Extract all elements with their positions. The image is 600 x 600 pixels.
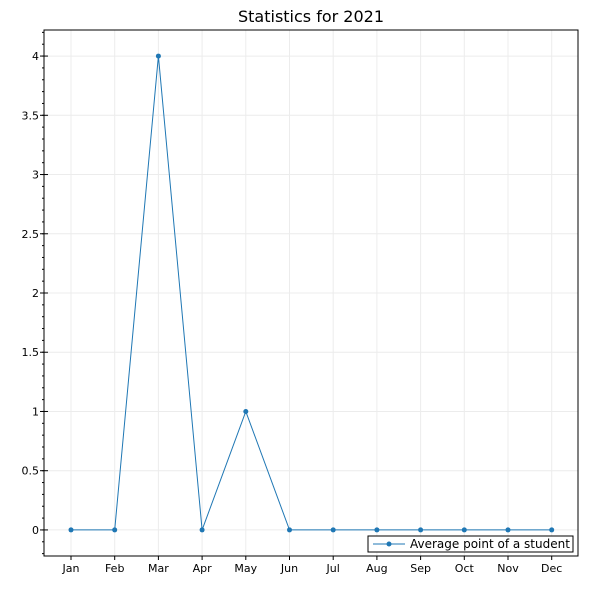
data-point <box>374 527 380 533</box>
y-axis-ticks: 0 0.5 1 1.5 2 2.5 3 3.5 4 <box>22 31 48 555</box>
y-tick-label: 0 <box>32 524 39 537</box>
series-line <box>71 56 552 531</box>
data-point <box>155 53 161 59</box>
x-tick-label: Nov <box>497 562 519 575</box>
x-tick-label: May <box>234 562 257 575</box>
y-tick-label: 1 <box>32 405 39 418</box>
y-tick-label: 0.5 <box>22 465 40 478</box>
legend: Average point of a student <box>367 535 574 553</box>
legend-box <box>367 535 574 553</box>
grid <box>44 30 578 556</box>
legend-label: Average point of a student <box>410 537 570 551</box>
x-axis-ticks: Jan Feb Mar Apr May Jun Jul Aug Sep Oct Nov Dec <box>62 556 562 575</box>
data-point <box>330 527 336 533</box>
y-tick-label: 3.5 <box>22 109 40 122</box>
x-tick-label: Mar <box>148 562 169 575</box>
x-tick-label: Dec <box>541 562 562 575</box>
data-point <box>199 527 205 533</box>
x-tick-label: Apr <box>193 562 213 575</box>
x-tick-label: Oct <box>455 562 475 575</box>
series-group <box>68 53 555 533</box>
data-point <box>243 408 249 414</box>
data-point <box>68 527 74 533</box>
data-point <box>418 527 424 533</box>
x-tick-label: Jun <box>280 562 298 575</box>
x-tick-label: Jan <box>62 562 80 575</box>
data-point <box>505 527 511 533</box>
legend-marker-sample <box>386 541 392 547</box>
y-tick-label: 2 <box>32 287 39 300</box>
data-point <box>287 527 292 533</box>
y-tick-label: 1.5 <box>22 346 40 359</box>
x-tick-label: Aug <box>366 562 387 575</box>
data-point <box>112 527 118 533</box>
data-point <box>461 527 467 533</box>
y-tick-label: 3 <box>32 169 39 182</box>
y-tick-label: 4 <box>32 50 39 63</box>
x-tick-label: Jul <box>326 562 340 575</box>
y-tick-label: 2.5 <box>22 228 40 241</box>
chart-title: Statistics for 2021 <box>238 7 384 26</box>
data-point <box>549 527 555 533</box>
x-tick-label: Sep <box>410 562 431 575</box>
x-tick-label: Feb <box>105 562 124 575</box>
